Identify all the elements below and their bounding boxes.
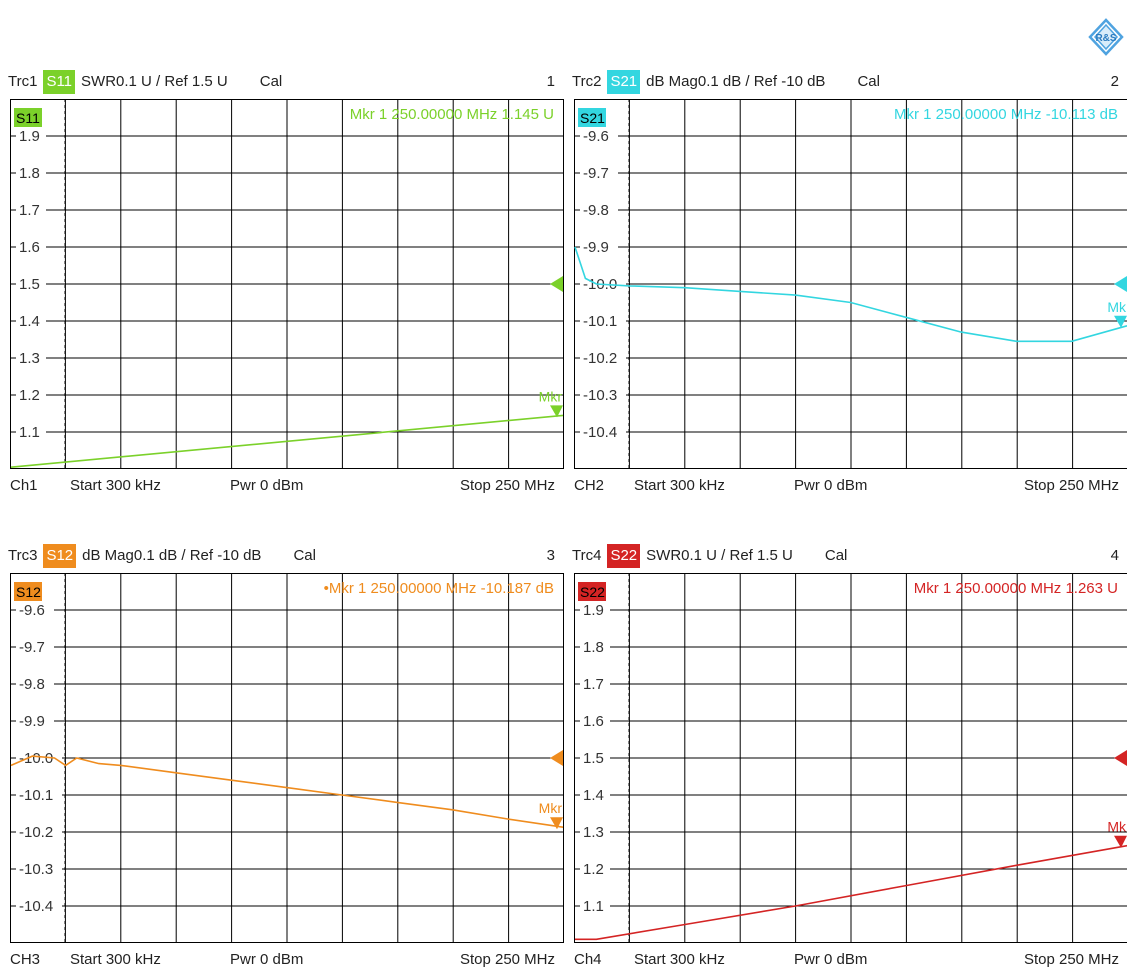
y-tick-label: 1.9 xyxy=(19,128,40,145)
y-tick-label: -10.3 xyxy=(19,861,53,878)
format-label[interactable]: dB Mag xyxy=(82,544,134,568)
y-tick-label: 1.8 xyxy=(583,639,604,656)
marker-readout: Mkr 1 250.00000 MHz -10.113 dB xyxy=(894,106,1118,123)
y-tick-label: 1.4 xyxy=(583,787,604,804)
y-tick-label: 1.3 xyxy=(583,824,604,841)
y-tick-label: 1.7 xyxy=(19,202,40,219)
format-label[interactable]: SWR xyxy=(646,544,681,568)
marker-tag: Mkr xyxy=(539,388,563,404)
power-level[interactable]: Pwr 0 dBm xyxy=(230,948,303,972)
y-tick-label: -10.4 xyxy=(583,424,617,441)
cal-label[interactable]: Cal xyxy=(293,544,316,568)
y-tick-label: 1.5 xyxy=(19,276,40,293)
y-tick-label: -10.3 xyxy=(583,387,617,404)
y-tick-label: -9.7 xyxy=(19,639,45,656)
diagram-index: 3 xyxy=(547,544,555,568)
channel-footer: CH3 Start 300 kHz Pwr 0 dBm Stop 250 MHz xyxy=(10,948,555,972)
y-tick-label: -10.1 xyxy=(583,313,617,330)
y-tick-label: -9.8 xyxy=(19,676,45,693)
diagram-area[interactable]: -9.6 -9.7 -9.8 -9.9 -10.0 -10.1 -10.2 -10.3 -10.… xyxy=(10,573,564,943)
diagram-area[interactable]: 1.9 1.8 1.7 1.6 1.5 1.4 1.3 1.2 1.1 S22 Mkr 1 250.… xyxy=(574,573,1127,943)
y-tick-label: -10.2 xyxy=(583,350,617,367)
y-tick-label: 1.6 xyxy=(19,239,40,256)
scale-label[interactable]: 0.1 dB / Ref -10 dB xyxy=(134,544,262,568)
marker-tag: Mk xyxy=(1107,299,1127,315)
trace-name[interactable]: Trc3 xyxy=(8,544,37,568)
marker-tag: Mk xyxy=(1107,819,1127,835)
start-frequency[interactable]: Start 300 kHz xyxy=(634,948,725,972)
y-tick-label: 1.1 xyxy=(19,424,40,441)
param-tag: S22 xyxy=(580,584,605,600)
trace-name[interactable]: Trc1 xyxy=(8,70,37,94)
y-tick-label: 1.2 xyxy=(583,861,604,878)
y-tick-label: -9.7 xyxy=(583,165,609,182)
marker-readout: •Mkr 1 250.00000 MHz -10.187 dB xyxy=(324,580,554,597)
y-tick-label: -10.0 xyxy=(19,750,53,767)
y-tick-label: -9.8 xyxy=(583,202,609,219)
y-tick-label: 1.5 xyxy=(583,750,604,767)
marker-tag: Mkr xyxy=(539,800,563,816)
y-tick-label: -9.6 xyxy=(583,128,609,145)
marker-readout: Mkr 1 250.00000 MHz 1.263 U xyxy=(914,580,1118,597)
param-badge[interactable]: S22 xyxy=(607,544,640,568)
cal-label[interactable]: Cal xyxy=(260,70,283,94)
param-tag: S11 xyxy=(16,110,40,126)
trace-name[interactable]: Trc2 xyxy=(572,70,601,94)
y-tick-label: 1.2 xyxy=(19,387,40,404)
channel-label[interactable]: CH3 xyxy=(10,948,40,972)
param-tag: S12 xyxy=(16,584,41,600)
stop-frequency[interactable]: Stop 250 MHz xyxy=(460,948,555,972)
cal-label[interactable]: Cal xyxy=(857,70,880,94)
y-tick-label: 1.3 xyxy=(19,350,40,367)
y-tick-label: 1.1 xyxy=(583,898,604,915)
y-tick-label: -10.2 xyxy=(19,824,53,841)
cal-label[interactable]: Cal xyxy=(825,544,848,568)
channel-label[interactable]: Ch4 xyxy=(574,948,602,972)
y-tick-label: -9.9 xyxy=(19,713,45,730)
diagram-index: 4 xyxy=(1111,544,1119,568)
trace-name[interactable]: Trc4 xyxy=(572,544,601,568)
y-tick-label: 1.6 xyxy=(583,713,604,730)
y-tick-label: 1.4 xyxy=(19,313,40,330)
scale-label[interactable]: 0.1 U / Ref 1.5 U xyxy=(681,544,793,568)
marker-readout: Mkr 1 250.00000 MHz 1.145 U xyxy=(350,106,554,123)
scale-label[interactable]: 0.1 U / Ref 1.5 U xyxy=(116,70,228,94)
scale-label[interactable]: 0.1 dB / Ref -10 dB xyxy=(698,70,826,94)
y-tick-label: -10.4 xyxy=(19,898,53,915)
channel-footer: Ch4 Start 300 kHz Pwr 0 dBm Stop 250 MHz xyxy=(574,948,1119,972)
y-tick-label: 1.9 xyxy=(583,602,604,619)
diagram-area[interactable]: 1.9 1.8 1.7 1.6 1.5 1.4 1.3 1.2 1.1 S11 Mkr 1 250.… xyxy=(10,99,564,469)
param-badge[interactable]: S11 xyxy=(43,70,75,94)
y-tick-label: -9.9 xyxy=(583,239,609,256)
diagram-index: 1 xyxy=(547,70,555,94)
format-label[interactable]: dB Mag xyxy=(646,70,698,94)
param-tag: S21 xyxy=(580,110,605,126)
y-tick-label: -10.1 xyxy=(19,787,53,804)
diagram-area[interactable]: -9.6-9.7-9.8-9.9-10.0-10.1-10.2-10.3-10.… xyxy=(574,99,1127,469)
y-tick-label: 1.8 xyxy=(19,165,40,182)
param-badge[interactable]: S12 xyxy=(43,544,76,568)
start-frequency[interactable]: Start 300 kHz xyxy=(70,948,161,972)
y-tick-label: 1.7 xyxy=(583,676,604,693)
stop-frequency[interactable]: Stop 250 MHz xyxy=(1024,948,1119,972)
diagram-index: 2 xyxy=(1111,70,1119,94)
format-label[interactable]: SWR xyxy=(81,70,116,94)
power-level[interactable]: Pwr 0 dBm xyxy=(794,948,867,972)
param-badge[interactable]: S21 xyxy=(607,70,640,94)
y-tick-label: -9.6 xyxy=(19,602,45,619)
